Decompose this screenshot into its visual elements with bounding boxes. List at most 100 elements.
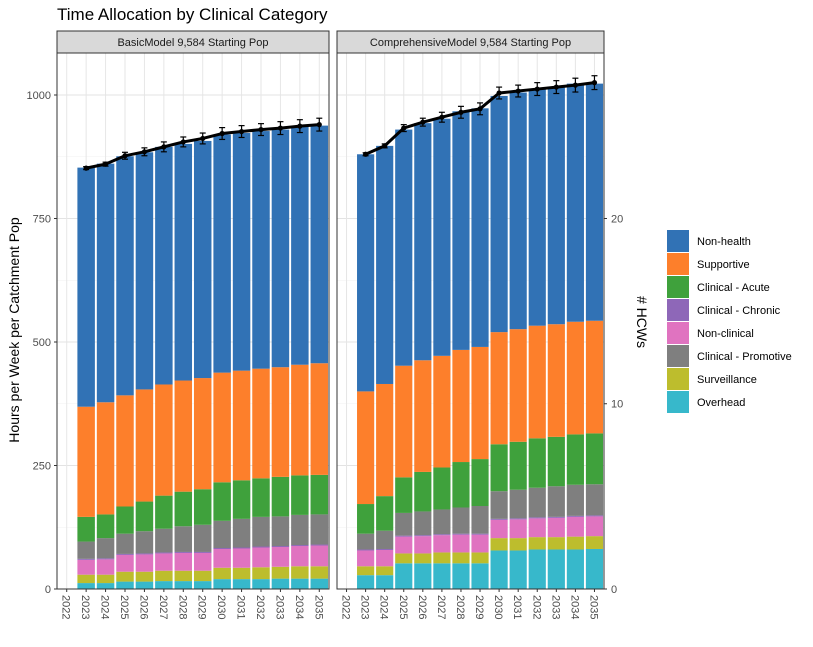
bar-segment — [376, 145, 394, 384]
bar-segment — [213, 520, 231, 548]
bar-segment — [490, 95, 508, 333]
bar-segment — [271, 566, 290, 579]
bar-segment — [471, 108, 489, 347]
bar-segment — [174, 380, 193, 492]
y2-tick-label: 20 — [611, 213, 623, 225]
bar-segment — [213, 548, 231, 568]
bar-segment — [509, 329, 527, 442]
bar-segment — [566, 549, 584, 589]
bar-segment — [232, 370, 251, 481]
bar-segment — [585, 515, 604, 517]
hcw-point — [515, 88, 521, 94]
bar-segment — [174, 143, 193, 381]
bar-segment — [414, 536, 432, 554]
legend-key — [667, 368, 689, 390]
x-tick-label: 2022 — [340, 595, 352, 619]
bar-segment — [414, 535, 432, 537]
x-tick-label: 2025 — [118, 595, 130, 619]
bar-segment — [357, 566, 375, 576]
bar-segment — [452, 111, 470, 350]
hcw-point — [141, 149, 148, 155]
bar-segment — [135, 501, 154, 532]
legend-item: Clinical - Acute — [667, 276, 770, 298]
bar-segment — [357, 575, 375, 589]
bar-segment — [116, 395, 134, 507]
bar-segment — [395, 536, 413, 554]
bar-segment — [310, 544, 329, 546]
bar-segment — [291, 475, 309, 515]
bar-segment — [271, 367, 290, 477]
bar-segment — [414, 123, 432, 361]
x-tick-label: 2035 — [312, 595, 324, 619]
bar-segment — [585, 83, 604, 321]
bar-segment — [528, 325, 546, 439]
bar-segment — [193, 140, 212, 379]
bar-segment — [471, 563, 489, 589]
bar-segment — [252, 547, 270, 568]
bar-segment — [135, 571, 154, 582]
bar-segment — [155, 528, 173, 553]
bar-segment — [271, 578, 290, 589]
bar-segment — [271, 547, 290, 567]
bar-segment — [547, 516, 565, 518]
legend-label: Clinical - Chronic — [697, 305, 781, 317]
legend-label: Surveillance — [697, 374, 757, 386]
x-tick-label: 2029 — [473, 595, 485, 619]
bar-segment — [135, 553, 154, 555]
hcw-point — [200, 135, 206, 142]
bar-segment — [310, 514, 329, 545]
hcw-point — [102, 161, 109, 167]
bar-segment — [291, 364, 309, 476]
bar-segment — [96, 538, 115, 559]
bar-segment — [547, 537, 565, 550]
bar-segment — [252, 478, 270, 517]
bar-segment — [490, 550, 508, 589]
bar-segment — [77, 558, 95, 560]
legend-label: Clinical - Promotive — [697, 351, 792, 363]
y2-tick-label: 10 — [611, 399, 623, 411]
legend-key — [667, 345, 689, 367]
bar-segment — [155, 581, 173, 589]
hcw-point — [477, 106, 483, 112]
y2-tick-label: 0 — [611, 584, 617, 596]
bar-segment — [174, 570, 193, 582]
bar-segment — [452, 349, 470, 463]
bar-segment — [433, 509, 451, 535]
bar-segment — [357, 550, 375, 567]
bar-segment — [528, 88, 546, 326]
x-tick-label: 2028 — [176, 595, 188, 619]
hcw-point — [238, 128, 245, 135]
bar-segment — [174, 551, 193, 553]
bar-segment — [376, 549, 394, 567]
bar-segment — [357, 154, 375, 392]
bar-segment — [452, 507, 470, 534]
bar-segment — [547, 486, 565, 517]
bar-segment — [433, 563, 451, 589]
bar-segment — [232, 518, 251, 548]
bar-segment — [213, 482, 231, 521]
hcw-point — [363, 151, 369, 157]
panels: BasicModel 9,584 Starting Pop 2022 2023 202… — [56, 30, 605, 619]
bar-segment — [232, 480, 251, 519]
bar-segment — [193, 552, 212, 571]
bar-segment — [490, 519, 508, 539]
bar-segment — [96, 402, 115, 515]
bar-segment — [213, 567, 231, 580]
bar-segment — [528, 537, 546, 550]
bar-segment — [528, 487, 546, 518]
x-tick-label: 2025 — [397, 595, 409, 619]
bar-segment — [566, 484, 584, 516]
x-tick-label: 2032 — [254, 595, 266, 619]
hcw-point — [534, 86, 540, 92]
bar-segment — [213, 579, 231, 589]
secondary-y-axis: 0 10 20 — [604, 213, 623, 596]
x-tick-label: 2027 — [157, 595, 169, 619]
bar-segment — [252, 567, 270, 580]
panel-border — [56, 52, 330, 590]
legend-key — [667, 322, 689, 344]
bar-segment — [193, 378, 212, 490]
x-tick-label: 2031 — [511, 595, 523, 619]
bar-segment — [77, 583, 95, 589]
bar-segment — [232, 548, 251, 568]
